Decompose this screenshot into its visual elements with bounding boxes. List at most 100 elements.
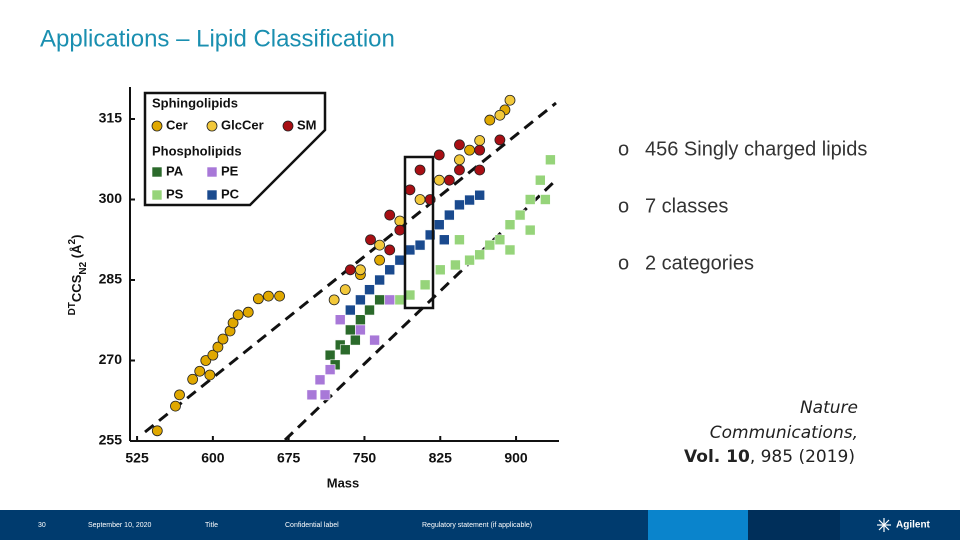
point	[355, 314, 366, 326]
legend-marker	[151, 120, 163, 132]
y-axis-label-part: CCS	[69, 274, 84, 302]
point	[252, 293, 264, 305]
point	[194, 365, 206, 377]
bullet-marker: o	[618, 195, 629, 217]
point	[443, 174, 455, 186]
footer-regulatory: Regulatory statement (if applicable)	[422, 522, 532, 529]
legend-group-title: Sphingolipids	[152, 95, 238, 110]
point	[384, 244, 396, 256]
point	[227, 317, 239, 329]
y-tick-label: 255	[99, 432, 123, 448]
point	[404, 184, 416, 196]
point	[433, 174, 445, 186]
y-axis-label-part: )	[69, 235, 84, 239]
point	[355, 294, 366, 306]
y-tick-label: 270	[99, 351, 123, 367]
point	[504, 244, 516, 256]
point	[187, 373, 199, 385]
point	[355, 324, 366, 336]
point	[504, 219, 516, 231]
slide-title: Applications – Lipid Classification	[40, 25, 395, 52]
point	[524, 194, 536, 205]
point	[433, 219, 445, 231]
legend-marker	[151, 189, 163, 201]
x-tick-label: 900	[504, 450, 528, 466]
point	[484, 114, 496, 126]
point	[414, 164, 426, 176]
point	[433, 149, 445, 161]
point	[374, 274, 385, 286]
point	[314, 374, 326, 386]
point	[524, 224, 536, 236]
citation-journal: Communications,	[710, 423, 858, 443]
bullet-marker: o	[618, 252, 629, 274]
point	[540, 194, 551, 205]
y-axis-label-part: 2	[67, 238, 78, 244]
legend-label: SM	[297, 117, 317, 132]
y-tick-label: 315	[99, 110, 123, 126]
legend-label: PE	[221, 163, 239, 178]
point	[439, 234, 450, 246]
x-tick-label: 600	[201, 450, 225, 466]
point	[350, 334, 361, 346]
footer-logo: Agilent	[896, 520, 931, 531]
x-tick-label: 675	[277, 450, 301, 466]
point	[334, 314, 346, 326]
point	[494, 109, 506, 121]
point	[454, 139, 465, 151]
y-axis-label-part: DT	[67, 302, 78, 315]
point	[242, 306, 254, 318]
point	[170, 400, 181, 412]
point	[404, 244, 416, 256]
point	[454, 234, 465, 246]
point	[324, 364, 336, 375]
point	[207, 349, 219, 361]
footer: 30 September 10, 2020 Title Confidential…	[0, 510, 960, 540]
point	[324, 349, 336, 361]
point	[454, 164, 465, 176]
logo-icon	[877, 518, 891, 532]
point	[535, 174, 546, 186]
point	[545, 154, 556, 166]
point	[504, 94, 516, 106]
point	[204, 369, 216, 381]
point	[404, 289, 416, 301]
legend-marker	[206, 120, 218, 132]
point	[394, 294, 406, 306]
point	[364, 304, 375, 316]
y-tick-label: 300	[99, 190, 123, 206]
bullet-list: o 456 Singly charged lipids o 7 classes o 2 c…	[618, 138, 867, 274]
point	[394, 224, 406, 236]
point	[345, 324, 356, 336]
point	[444, 209, 455, 221]
point	[306, 389, 318, 401]
point	[394, 215, 406, 227]
legend-marker	[206, 166, 218, 178]
point	[328, 294, 340, 306]
legend-label: GlcCer	[221, 117, 264, 132]
point	[414, 239, 426, 251]
footer-block	[748, 510, 840, 540]
point	[384, 209, 396, 221]
point	[232, 309, 244, 321]
legend-group-title: Phospholipids	[152, 143, 242, 158]
citation-ref: Vol. 10, 985 (2019)	[684, 447, 855, 467]
point	[339, 344, 351, 356]
legend-box	[143, 91, 327, 207]
x-axis-label: Mass	[327, 475, 360, 490]
y-axis-label-part: N2	[78, 261, 89, 274]
bullet-text: 456 Singly charged lipids	[645, 138, 867, 160]
point	[474, 144, 486, 156]
point	[374, 294, 385, 306]
point	[454, 199, 465, 211]
point	[474, 189, 485, 201]
plot	[144, 94, 558, 442]
point	[474, 164, 486, 176]
point	[494, 234, 506, 246]
point	[384, 264, 396, 276]
point	[434, 264, 446, 276]
point	[345, 304, 356, 316]
point	[414, 194, 426, 205]
point	[274, 290, 285, 302]
